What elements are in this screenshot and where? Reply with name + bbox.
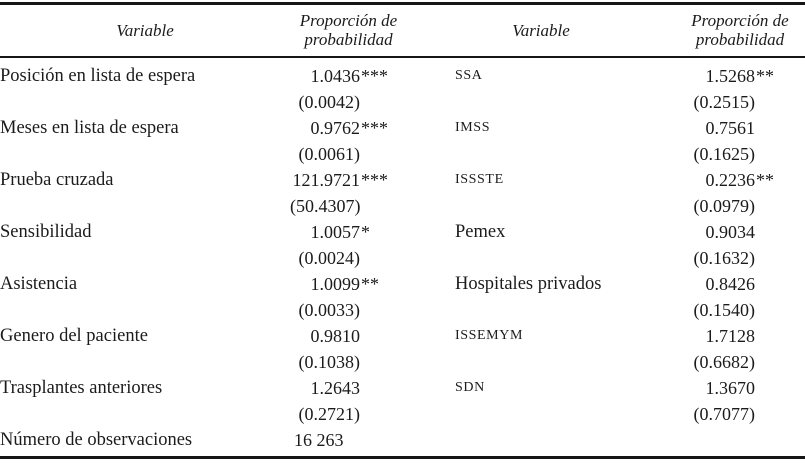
standard-error: (0.0979) xyxy=(693,196,756,216)
table-row: Asistencia 1.0099 ** (0.0033) Hospitales … xyxy=(0,271,805,323)
value-cell-right: 0.2236 ** (0.0979) xyxy=(675,167,805,219)
standard-error: (0.2721) xyxy=(298,404,361,424)
table-body: Posición en lista de espera 1.0436 *** (0… xyxy=(0,58,805,456)
variable-label-left: Número de observaciones xyxy=(0,430,193,450)
odds-ratio-value: 1.5268 xyxy=(705,66,756,86)
variable-label-left: Posición en lista de espera xyxy=(0,66,196,86)
standard-error: (0.7077) xyxy=(693,404,756,424)
variable-label-right: SDN xyxy=(455,380,485,395)
table-row: Número de observaciones 16 263 xyxy=(0,427,805,453)
standard-error: (0.0061) xyxy=(298,144,361,164)
odds-ratio-value: 1.0099 xyxy=(310,274,361,294)
variable-label-left: Prueba cruzada xyxy=(0,170,114,190)
value-cell-right: 1.5268 ** (0.2515) xyxy=(675,63,805,115)
value-cell-left: 0.9762 *** (0.0061) xyxy=(290,115,407,167)
variable-label-right: IMSS xyxy=(455,120,491,135)
variable-label-right: Hospitales privados xyxy=(455,274,602,294)
value-cell-left: 0.9810 (0.1038) xyxy=(290,323,407,375)
variable-label-left: Genero del paciente xyxy=(0,326,148,346)
significance-stars xyxy=(360,323,361,349)
significance-stars xyxy=(755,375,756,401)
value-cell-left: 16 263 xyxy=(290,427,407,453)
variable-label-right: SSA xyxy=(455,68,483,83)
odds-ratio-value: 0.9810 xyxy=(310,326,361,346)
odds-ratio-value: 1.0057 xyxy=(310,222,361,242)
odds-ratio-value: 0.8426 xyxy=(705,274,756,294)
standard-error: (0.0042) xyxy=(298,92,361,112)
header-variable-left: Variable xyxy=(116,20,174,40)
value-cell-right: 0.8426 (0.1540) xyxy=(675,271,805,323)
significance-stars: * xyxy=(361,222,370,242)
standard-error: (0.2515) xyxy=(693,92,756,112)
header-variable-right: Variable xyxy=(512,20,570,40)
value-cell-left: 1.2643 (0.2721) xyxy=(290,375,407,427)
significance-stars: *** xyxy=(361,170,388,190)
table-row: Trasplantes anteriores 1.2643 (0.2721) S… xyxy=(0,375,805,427)
standard-error: (0.1038) xyxy=(298,352,361,372)
table-header-row: Variable Proporción de probabilidad Varia… xyxy=(0,5,805,58)
table-row: Meses en lista de espera 0.9762 *** (0.00… xyxy=(0,115,805,167)
standard-error: (0.1540) xyxy=(693,300,756,320)
table-row: Sensibilidad 1.0057 * (0.0024) Pemex 0.90… xyxy=(0,219,805,271)
significance-stars xyxy=(755,219,756,245)
odds-ratio-value: 1.3670 xyxy=(705,378,756,398)
standard-error: (0.0033) xyxy=(298,300,361,320)
value-cell-right: 1.7128 (0.6682) xyxy=(675,323,805,375)
variable-label-left: Trasplantes anteriores xyxy=(0,378,163,398)
table-row: Prueba cruzada 121.9721 *** (50.4307) ISS… xyxy=(0,167,805,219)
significance-stars: *** xyxy=(361,66,388,86)
value-cell-left: 1.0436 *** (0.0042) xyxy=(290,63,407,115)
value-cell-right: 0.7561 (0.1625) xyxy=(675,115,805,167)
value-cell-left: 1.0099 ** (0.0033) xyxy=(290,271,407,323)
significance-stars: ** xyxy=(361,274,379,294)
table-row: Genero del paciente 0.9810 (0.1038) ISSE… xyxy=(0,323,805,375)
odds-ratio-value: 0.9034 xyxy=(705,222,756,242)
variable-label-right: ISSEMYM xyxy=(455,328,523,343)
table-row: Posición en lista de espera 1.0436 *** (0… xyxy=(0,63,805,115)
odds-ratio-value: 121.9721 xyxy=(292,170,361,190)
significance-stars: ** xyxy=(756,66,774,86)
odds-ratio-value: 0.9762 xyxy=(310,118,361,138)
standard-error: (0.1632) xyxy=(693,248,756,268)
variable-label-left: Meses en lista de espera xyxy=(0,118,179,138)
variable-label-left: Sensibilidad xyxy=(0,222,92,242)
value-cell-right: 0.9034 (0.1632) xyxy=(675,219,805,271)
odds-ratio-value: 1.7128 xyxy=(705,326,756,346)
value-cell-left: 121.9721 *** (50.4307) xyxy=(290,167,407,219)
standard-error: (0.0024) xyxy=(298,248,361,268)
odds-ratio-value: 1.0436 xyxy=(310,66,361,86)
significance-stars xyxy=(755,115,756,141)
significance-stars xyxy=(755,323,756,349)
variable-label-right: Pemex xyxy=(455,222,506,242)
header-odds-ratio-left: Proporción de probabilidad xyxy=(299,11,398,49)
significance-stars xyxy=(360,375,361,401)
significance-stars: *** xyxy=(361,118,388,138)
standard-error: (50.4307) xyxy=(290,196,361,216)
odds-ratio-value: 16 263 xyxy=(294,430,344,450)
header-odds-ratio-right: Proporción de probabilidad xyxy=(691,11,789,49)
variable-label-left: Asistencia xyxy=(0,274,78,294)
value-cell-right: 1.3670 (0.7077) xyxy=(675,375,805,427)
variable-label-right: ISSSTE xyxy=(455,172,504,187)
value-cell-left: 1.0057 * (0.0024) xyxy=(290,219,407,271)
standard-error: (0.1625) xyxy=(693,144,756,164)
significance-stars xyxy=(755,271,756,297)
odds-ratio-value: 1.2643 xyxy=(310,378,361,398)
odds-ratio-value: 0.2236 xyxy=(705,170,756,190)
significance-stars: ** xyxy=(756,170,774,190)
significance-stars xyxy=(364,427,365,453)
standard-error: (0.6682) xyxy=(693,352,756,372)
odds-ratio-value: 0.7561 xyxy=(705,118,756,138)
